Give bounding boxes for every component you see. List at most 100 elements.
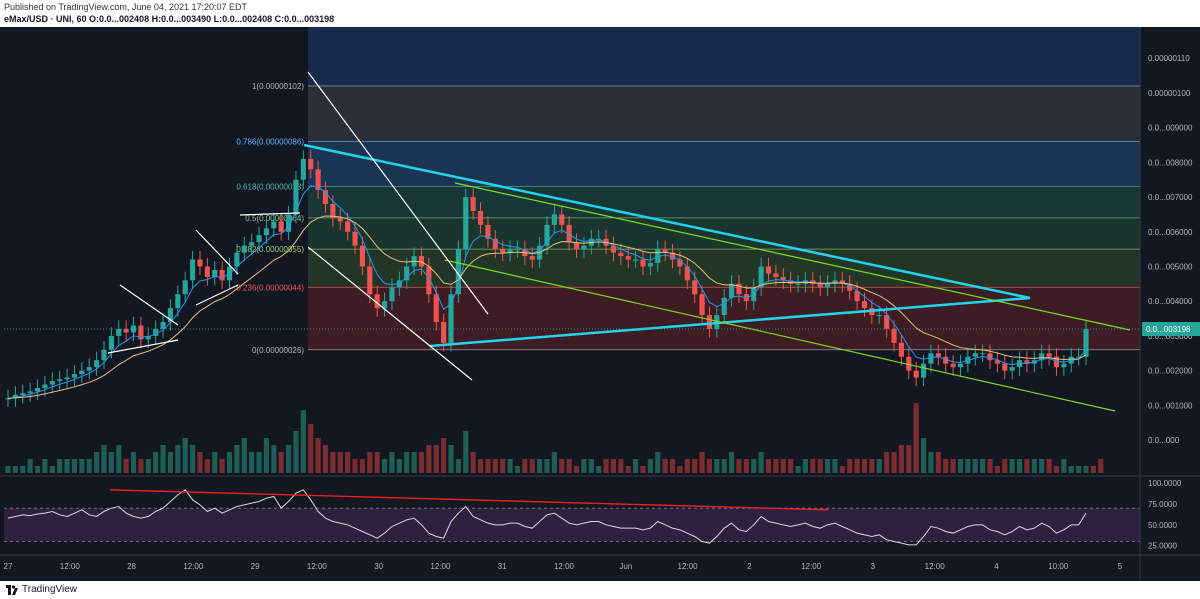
candle-body <box>1046 353 1052 357</box>
candle-body <box>190 259 196 281</box>
time-tick-label: 12:00 <box>60 562 81 571</box>
volume-bar <box>330 452 336 473</box>
chart-canvas[interactable]: 1(0.00000102) 0.786(0.00000086) 0.618(0.00… <box>0 27 1200 581</box>
last-price-label: 0.0...003198 <box>1146 325 1191 334</box>
fib-retracement: 1(0.00000102) 0.786(0.00000086) 0.618(0.00… <box>236 27 1140 355</box>
candle-body <box>913 370 919 378</box>
rsi-tick-label: 75.0000 <box>1148 500 1177 509</box>
candle-body <box>906 356 912 371</box>
pennant-line <box>195 284 239 306</box>
candle-body <box>337 217 343 222</box>
candle-body <box>647 263 653 267</box>
volume-bar <box>94 452 100 473</box>
candle-body <box>367 266 373 295</box>
price-tick-label: 0.0...001000 <box>1148 401 1193 410</box>
volume-bar <box>123 459 129 473</box>
volume-bar <box>928 452 934 473</box>
candle-body <box>1053 356 1060 368</box>
volume-bar <box>566 459 572 473</box>
candle-body <box>42 384 48 388</box>
fib-level-label: 0.5(0.00000064) <box>245 214 304 223</box>
candle-body <box>101 349 107 361</box>
volume-bar <box>1009 459 1015 473</box>
candle-body <box>994 360 1000 364</box>
volume-bar <box>795 466 801 473</box>
candle-body <box>721 297 727 316</box>
candle-body <box>928 353 934 364</box>
rsi-tick-label: 50.0000 <box>1148 521 1177 530</box>
candle-body <box>256 235 262 243</box>
candle-body <box>352 231 358 246</box>
volume-bar <box>943 459 949 473</box>
candle-body <box>573 242 580 250</box>
volume-bar <box>669 459 676 473</box>
price-tick-label: 0.0...003000 <box>1148 332 1193 341</box>
volume-bar <box>647 459 653 473</box>
candle-body <box>12 394 18 399</box>
candle-body <box>138 325 144 340</box>
volume-bar <box>758 452 764 473</box>
volume-bar <box>655 452 661 473</box>
published-note: Published on TradingView.com, June 04, 2… <box>4 2 247 12</box>
chart-header: Published on TradingView.com, June 04, 2… <box>0 0 1200 27</box>
volume-bar <box>374 452 380 473</box>
volume-bar <box>839 466 845 473</box>
candle-body <box>684 266 690 281</box>
volume-bar <box>256 452 262 473</box>
candle-body <box>153 328 159 336</box>
volume-bar <box>706 459 713 473</box>
volume-bar <box>618 459 624 473</box>
volume-bar <box>182 438 188 473</box>
candle-body <box>1083 328 1089 357</box>
candle-body <box>241 245 247 253</box>
candle-body <box>677 259 683 267</box>
candle-body <box>330 204 336 218</box>
candle-body <box>729 283 735 298</box>
volume-bar <box>537 459 543 473</box>
chart-area[interactable]: 1(0.00000102) 0.786(0.00000086) 0.618(0.00… <box>0 27 1200 581</box>
volume-bar <box>610 459 617 473</box>
trend-drawings <box>107 71 1131 412</box>
wedge-upper-line <box>307 71 489 315</box>
candle-body <box>263 228 269 236</box>
volume-bar <box>847 459 853 473</box>
volume-bar <box>640 466 646 473</box>
volume-bar <box>197 452 203 473</box>
volume-bar <box>5 466 11 473</box>
candle-body <box>293 179 299 215</box>
channel-lower-line <box>444 259 1116 412</box>
volume-bar <box>817 459 823 473</box>
candle-body <box>758 266 764 288</box>
rsi-pane <box>4 489 1140 546</box>
volume-bar <box>588 459 594 473</box>
candle-body <box>49 381 55 385</box>
candle-body <box>920 363 927 378</box>
candle-body <box>529 256 535 260</box>
volume-bar <box>263 438 269 473</box>
candle-body <box>980 353 986 355</box>
candle-body <box>359 245 365 267</box>
candle-body <box>839 280 845 284</box>
time-tick-label: 12:00 <box>925 562 946 571</box>
volume-bar <box>1061 459 1067 473</box>
candle-body <box>64 377 70 380</box>
candle-body <box>559 214 565 225</box>
volume-bar <box>116 445 122 473</box>
volume-bar <box>71 459 78 473</box>
volume-bar <box>86 459 92 473</box>
volume-bar <box>677 466 683 473</box>
volume-bar <box>1002 459 1008 473</box>
volume-bar <box>352 459 358 473</box>
candle-body <box>692 280 698 295</box>
volume-bar <box>249 452 255 473</box>
candle-body <box>1039 353 1045 361</box>
candle-body <box>389 287 395 302</box>
last-price-badge <box>1142 322 1200 337</box>
candle-body <box>633 259 639 261</box>
triangle-upper-line <box>303 143 1031 300</box>
volume-bar <box>884 452 890 473</box>
candle-body <box>662 249 668 253</box>
time-tick-label: 12:00 <box>678 562 699 571</box>
candle-body <box>832 280 838 284</box>
volume-bar <box>913 403 919 473</box>
